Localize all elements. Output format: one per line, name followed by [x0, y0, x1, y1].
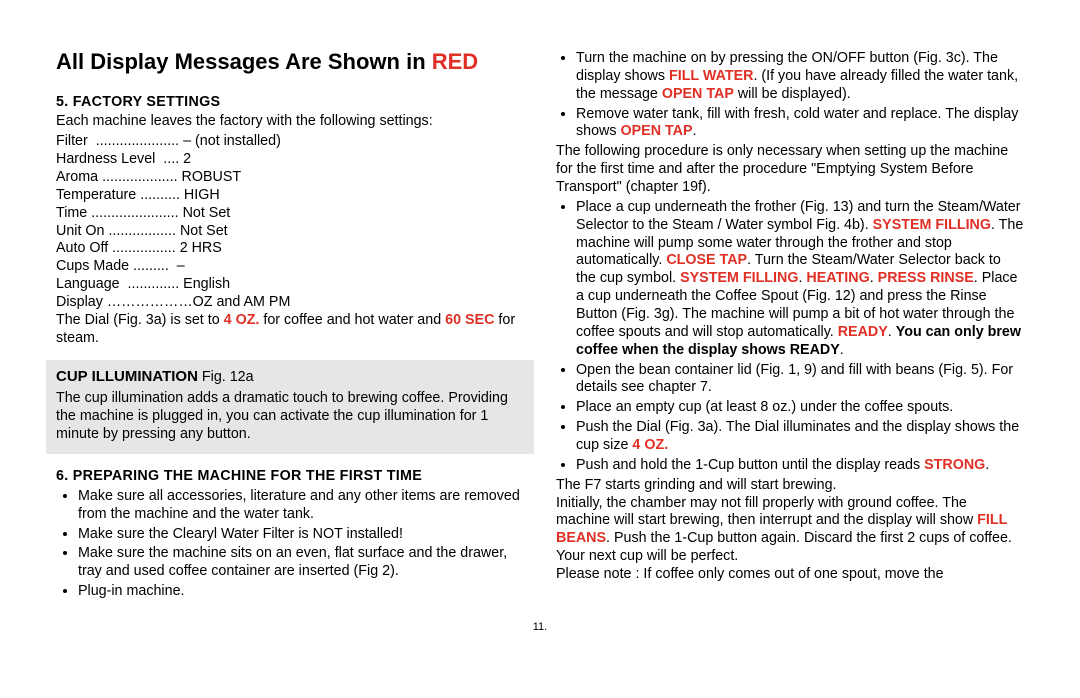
- list-item: Plug-in machine.: [78, 583, 524, 601]
- section-5-heading: 5. Factory Settings: [56, 94, 524, 112]
- setting-row: Time ...................... Not Set: [56, 205, 524, 223]
- list-item: Make sure all accessories, literature an…: [78, 488, 524, 524]
- list-item: Make sure the machine sits on an even, f…: [78, 545, 524, 581]
- two-column-layout: All Display Messages Are Shown in RED 5.…: [56, 48, 1024, 603]
- section-5-intro: Each machine leaves the factory with the…: [56, 113, 524, 131]
- list-item: Place an empty cup (at least 8 oz.) unde…: [576, 399, 1024, 417]
- factory-settings-list: Filter ..................... – (not inst…: [56, 133, 524, 312]
- setting-row: Unit On ................. Not Set: [56, 223, 524, 241]
- left-column: All Display Messages Are Shown in RED 5.…: [56, 48, 524, 603]
- dial-sentence: The Dial (Fig. 3a) is set to 4 OZ. for c…: [56, 312, 524, 348]
- page-title: All Display Messages Are Shown in RED: [56, 48, 524, 76]
- list-item: Remove water tank, fill with fresh, cold…: [576, 106, 1024, 142]
- section-6-bullets: Make sure all accessories, literature an…: [56, 488, 524, 601]
- right-paragraph-3: Initially, the chamber may not fill prop…: [556, 495, 1024, 566]
- setting-row: Filter ..................... – (not inst…: [56, 133, 524, 151]
- title-highlight: RED: [432, 49, 478, 74]
- page-number: 11.: [56, 621, 1024, 633]
- right-paragraph-4: Please note : If coffee only comes out o…: [556, 566, 1024, 584]
- dial-oz: 4 OZ.: [224, 312, 260, 328]
- list-item: Turn the machine on by pressing the ON/O…: [576, 50, 1024, 104]
- section-6-heading: 6. Preparing The Machine For The First T…: [56, 468, 524, 486]
- right-bullets-1: Turn the machine on by pressing the ON/O…: [556, 50, 1024, 141]
- manual-page: All Display Messages Are Shown in RED 5.…: [0, 0, 1080, 653]
- setting-row: Temperature .......... HIGH: [56, 187, 524, 205]
- callout-body: The cup illumination adds a dramatic tou…: [56, 390, 524, 444]
- list-item: Make sure the Clearyl Water Filter is NO…: [78, 526, 524, 544]
- right-bullets-2: Place a cup underneath the frother (Fig.…: [556, 199, 1024, 475]
- list-item: Push the Dial (Fig. 3a). The Dial illumi…: [576, 419, 1024, 455]
- right-column: Turn the machine on by pressing the ON/O…: [556, 48, 1024, 603]
- title-prefix: All Display Messages Are Shown in: [56, 49, 432, 74]
- cup-illumination-callout: CUP ILLUMINATION Fig. 12a The cup illumi…: [46, 360, 534, 454]
- setting-row: Auto Off ................ 2 HRS: [56, 240, 524, 258]
- setting-row: Display ………………OZ and AM PM: [56, 294, 524, 312]
- setting-row: Cups Made ......... –: [56, 258, 524, 276]
- callout-title: CUP ILLUMINATION Fig. 12a: [56, 368, 524, 387]
- dial-sec: 60 SEC: [445, 312, 494, 328]
- right-paragraph-1: The following procedure is only necessar…: [556, 143, 1024, 197]
- list-item: Place a cup underneath the frother (Fig.…: [576, 199, 1024, 360]
- right-paragraph-2: The F7 starts grinding and will start br…: [556, 477, 1024, 495]
- setting-row: Hardness Level .... 2: [56, 151, 524, 169]
- list-item: Open the bean container lid (Fig. 1, 9) …: [576, 362, 1024, 398]
- list-item: Push and hold the 1-Cup button until the…: [576, 457, 1024, 475]
- setting-row: Language ............. English: [56, 276, 524, 294]
- setting-row: Aroma ................... ROBUST: [56, 169, 524, 187]
